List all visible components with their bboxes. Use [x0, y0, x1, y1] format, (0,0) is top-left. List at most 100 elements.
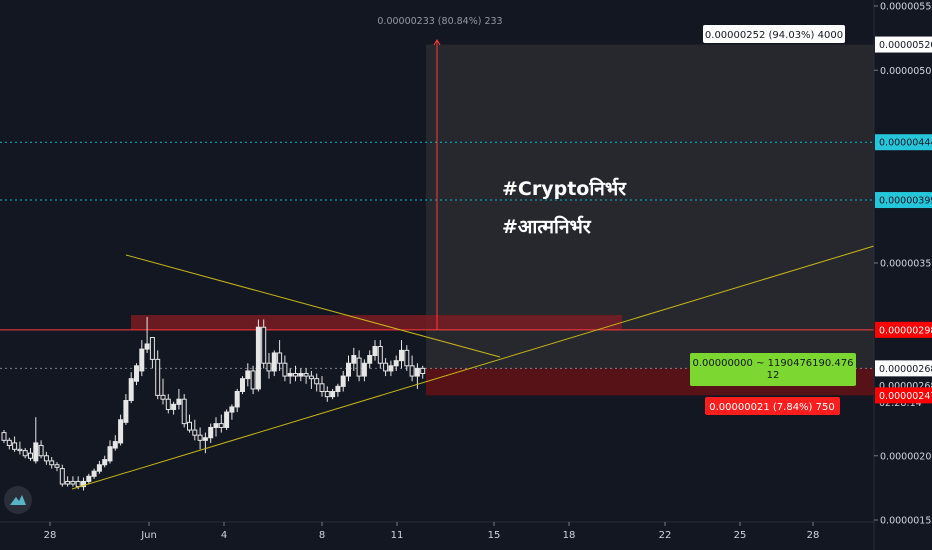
candle-body: [393, 360, 399, 367]
x-tick-label: 22: [659, 530, 672, 541]
x-tick-label: 15: [488, 530, 501, 541]
candle-body: [240, 378, 245, 392]
candle-body: [277, 352, 283, 364]
candle-body: [43, 455, 49, 462]
candle-body: [372, 346, 378, 357]
candle-body: [266, 362, 272, 372]
candle-body: [22, 450, 28, 457]
price-label: 0.00000444: [879, 138, 932, 149]
candle-body: [65, 480, 71, 485]
candle-body: [335, 385, 341, 392]
candle-body: [181, 398, 187, 425]
resistance-zone: [131, 315, 622, 330]
candle-body: [388, 365, 394, 372]
candle-body: [176, 398, 182, 405]
candle-body: [118, 419, 124, 444]
price-label: 0.00000268: [879, 364, 932, 375]
candle-body: [28, 452, 33, 459]
position-label-line2: 12: [767, 370, 780, 381]
candle-body: [319, 383, 325, 393]
hashtag-crypto: #Cryptoनिर्भर: [502, 177, 627, 200]
candle-body: [404, 349, 410, 367]
candle-body: [287, 373, 293, 377]
candle-body: [245, 370, 251, 380]
range-top-label: 0.00000233 (80.84%) 233: [377, 16, 502, 27]
candle-body: [12, 442, 18, 450]
price-label-box: [875, 134, 932, 151]
candle-body: [75, 480, 81, 488]
candle-body: [293, 373, 298, 377]
candle-body: [346, 362, 351, 377]
stop-label-box: [705, 397, 840, 415]
candle-body: [165, 398, 171, 410]
candle-body: [399, 349, 404, 362]
candle-body: [192, 429, 198, 436]
target-label-box: [703, 25, 845, 43]
candle-body: [229, 406, 235, 413]
candle-body: [303, 373, 309, 377]
candle-body: [213, 423, 219, 428]
candle-body: [255, 326, 261, 390]
candle-body: [128, 378, 134, 401]
tradingview-logo-icon[interactable]: [4, 486, 32, 514]
x-tick-label: Jun: [140, 530, 157, 541]
candle-body: [1, 432, 7, 441]
stop-label: 0.00000021 (7.84%) 750: [709, 402, 834, 413]
x-tick-label: 28: [807, 530, 820, 541]
candle-body: [298, 373, 304, 377]
price-label-box: [875, 321, 932, 338]
candle-body: [377, 346, 383, 364]
candle-body: [96, 464, 102, 472]
candle-body: [218, 423, 224, 428]
candle-body: [54, 464, 60, 468]
candle-body: [139, 348, 145, 372]
hashtag-atmanirbhar: #आत्मनिर्भर: [502, 215, 592, 238]
candle-body: [134, 365, 139, 382]
candle-body: [38, 444, 44, 457]
candle-body: [49, 460, 55, 466]
price-label-box: [875, 387, 932, 404]
candle-body: [149, 337, 155, 360]
candle-body: [155, 358, 161, 396]
candle-body: [356, 357, 362, 377]
candle-body: [160, 394, 166, 400]
price-label-box: [875, 192, 932, 209]
x-tick-label: 4: [221, 530, 227, 541]
candle-body: [271, 352, 277, 372]
candle-body: [324, 391, 330, 398]
candle-body: [361, 362, 367, 377]
candle-body: [102, 459, 108, 466]
candle-body: [202, 437, 208, 441]
candle-body: [86, 475, 92, 482]
candle-body: [123, 399, 129, 423]
price-label: 0.00000298: [879, 325, 932, 336]
candle-body: [340, 375, 346, 387]
candle-body: [70, 480, 76, 485]
candle-body: [171, 403, 177, 410]
candle-body: [367, 355, 373, 364]
candle-body: [314, 378, 320, 385]
target-label: 0.00000252 (94.03%) 4000: [705, 30, 843, 41]
x-tick-label: 18: [563, 530, 576, 541]
ascending-trendline[interactable]: [71, 245, 875, 490]
price-label: 0.00000268: [879, 381, 932, 392]
candle-body: [197, 434, 203, 441]
candle-body: [250, 370, 256, 390]
price-label-box: [875, 36, 932, 53]
x-tick-label: 11: [391, 530, 404, 541]
candle-body: [112, 441, 118, 449]
y-tick-label: 0.00000200: [880, 451, 932, 462]
price-label: 0.00000520: [879, 40, 932, 51]
candle-body: [420, 367, 426, 375]
candle-body: [282, 362, 288, 377]
candle-body: [383, 362, 389, 372]
y-tick-label: 0.00000550: [880, 2, 932, 13]
price-label-box: [875, 360, 932, 377]
candle-body: [208, 426, 214, 439]
descending-trendline[interactable]: [125, 254, 501, 358]
candle-body: [234, 391, 240, 408]
candle-body: [17, 448, 23, 452]
candle-body: [409, 365, 415, 377]
candle-body: [330, 391, 336, 398]
